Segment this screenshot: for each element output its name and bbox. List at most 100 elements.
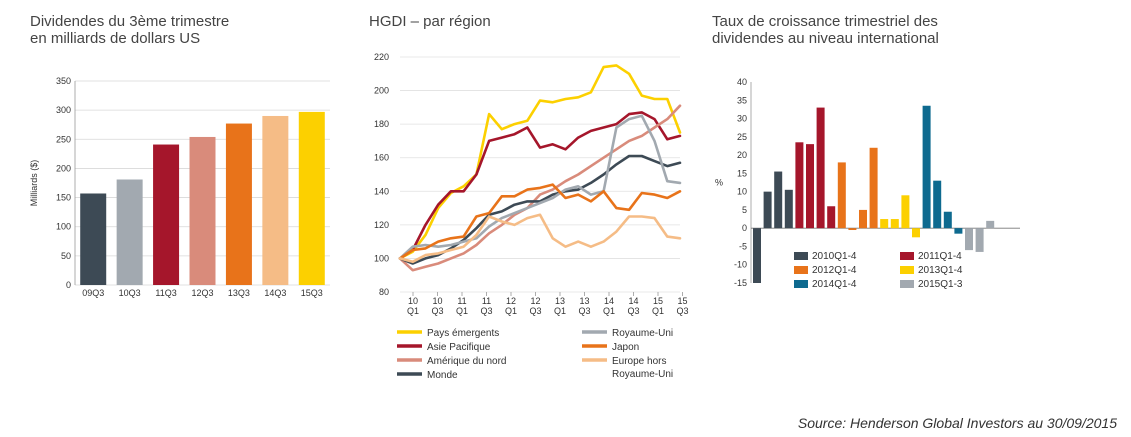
c3-ytick-label: 40 xyxy=(737,77,747,87)
c3-bar xyxy=(943,211,952,229)
c1-xtick-label: 09Q3 xyxy=(82,288,104,298)
c2-xtick-year: 14 xyxy=(628,296,638,306)
c2-ytick-label: 120 xyxy=(374,220,389,230)
c1-ytick-label: 50 xyxy=(61,251,71,261)
c3-ytick-label: 25 xyxy=(737,132,747,142)
source-note: Source: Henderson Global Investors au 30… xyxy=(797,415,1117,431)
c2-xtick-quarter: Q1 xyxy=(456,306,468,316)
c3-bar xyxy=(890,219,899,229)
c2-xtick-quarter: Q3 xyxy=(578,306,590,316)
c2-xtick-quarter: Q1 xyxy=(652,306,664,316)
c3-ytick-label: 30 xyxy=(737,114,747,124)
c3-ytick-label: -5 xyxy=(739,241,747,251)
c1-xtick-label: 15Q3 xyxy=(301,288,323,298)
c1-bar xyxy=(153,144,180,285)
c2-xtick-quarter: Q3 xyxy=(676,306,688,316)
c3-ytick-label: 5 xyxy=(742,205,747,215)
c1-xtick-label: 13Q3 xyxy=(228,288,250,298)
c3-bar xyxy=(795,142,804,229)
c2-ytick-label: 100 xyxy=(374,253,389,263)
c2-xtick-quarter: Q3 xyxy=(431,306,443,316)
c2-xtick-year: 12 xyxy=(506,296,516,306)
c2-legend-label: Royaume-Uni xyxy=(612,369,673,380)
c3-legend-label: 2011Q1-4 xyxy=(918,251,962,262)
c3-bar xyxy=(837,162,846,229)
c2-ytick-label: 220 xyxy=(374,52,389,62)
c3-legend-label: 2015Q1-3 xyxy=(918,279,963,290)
c2-legend-label: Europe hors xyxy=(612,356,666,367)
c3-legend-swatch xyxy=(900,280,914,288)
chart1-title: Dividendes du 3ème trimestre en milliard… xyxy=(30,13,230,47)
c2-ytick-label: 80 xyxy=(379,287,389,297)
c1-xtick-label: 12Q3 xyxy=(191,288,213,298)
c2-xtick-quarter: Q1 xyxy=(603,306,615,316)
c2-legend-label: Pays émergents xyxy=(427,328,499,339)
c2-series-line xyxy=(398,114,682,260)
c3-ytick-label: 35 xyxy=(737,95,747,105)
c3-bar xyxy=(933,180,942,229)
c2-ytick-label: 180 xyxy=(374,119,389,129)
c1-xtick-label: 10Q3 xyxy=(119,288,141,298)
c1-ylabel: Milliards ($) xyxy=(29,160,39,207)
c2-xtick-quarter: Q1 xyxy=(505,306,517,316)
c2-series-line xyxy=(398,104,682,272)
c2-legend-label: Monde xyxy=(427,370,458,381)
c2-legend-label: Amérique du nord xyxy=(427,356,507,367)
c2-xtick-year: 13 xyxy=(579,296,589,306)
c3-bar xyxy=(912,228,920,238)
c1-xtick-label: 11Q3 xyxy=(155,288,176,298)
c3-bar xyxy=(901,195,910,229)
c2-xtick-year: 15 xyxy=(653,296,663,306)
c2-xtick-year: 10 xyxy=(432,296,442,306)
c3-legend-swatch xyxy=(900,252,914,260)
c1-bar xyxy=(189,136,216,285)
c2-xtick-year: 15 xyxy=(677,296,687,306)
c1-xtick-label: 14Q3 xyxy=(264,288,286,298)
c3-bar xyxy=(975,228,984,252)
c1-ytick-label: 350 xyxy=(56,76,71,86)
c3-bar xyxy=(869,147,878,229)
c2-xtick-year: 11 xyxy=(482,296,491,306)
c1-bar xyxy=(262,115,289,285)
c2-series-line xyxy=(398,213,682,264)
c3-legend-label: 2012Q1-4 xyxy=(812,265,857,276)
c3-legend-label: 2014Q1-4 xyxy=(812,279,857,290)
c3-ytick-label: -10 xyxy=(734,260,747,270)
c3-legend-swatch xyxy=(794,280,808,288)
c2-xtick-quarter: Q3 xyxy=(627,306,639,316)
c2-xtick-quarter: Q3 xyxy=(480,306,492,316)
c2-xtick-year: 10 xyxy=(408,296,418,306)
c2-ytick-label: 160 xyxy=(374,153,389,163)
c3-ytick-label: -15 xyxy=(734,278,747,288)
c1-bar xyxy=(116,179,143,285)
c3-bar xyxy=(774,171,783,229)
c2-legend-label: Japon xyxy=(612,342,639,353)
chart2-title: HGDI – par région xyxy=(369,13,491,30)
c1-bar xyxy=(225,123,252,285)
c2-xtick-quarter: Q1 xyxy=(554,306,566,316)
c2-xtick-year: 12 xyxy=(530,296,540,306)
c3-legend-swatch xyxy=(794,252,808,260)
c3-legend-swatch xyxy=(794,266,808,274)
c1-ytick-label: 200 xyxy=(56,163,71,173)
c3-bar xyxy=(922,105,931,229)
c3-bar xyxy=(753,228,761,283)
c1-ytick-label: 100 xyxy=(56,222,71,232)
c3-ytick-label: 10 xyxy=(737,187,747,197)
c2-xtick-year: 11 xyxy=(457,296,466,306)
c2-ytick-label: 140 xyxy=(374,186,389,196)
c2-xtick-year: 13 xyxy=(555,296,565,306)
c3-legend-label: 2013Q1-4 xyxy=(918,265,963,276)
c3-bar xyxy=(827,206,836,229)
c3-bar xyxy=(986,220,995,229)
c3-bar xyxy=(763,191,772,229)
c1-ytick-label: 250 xyxy=(56,134,71,144)
c3-legend-swatch xyxy=(900,266,914,274)
c3-bar xyxy=(880,219,889,229)
c1-bar xyxy=(80,193,107,285)
c1-bar xyxy=(298,111,325,286)
c2-series-line xyxy=(398,183,682,260)
c3-ylabel: % xyxy=(715,178,723,188)
c2-xtick-year: 14 xyxy=(604,296,614,306)
c3-legend-label: 2010Q1-4 xyxy=(812,251,857,262)
